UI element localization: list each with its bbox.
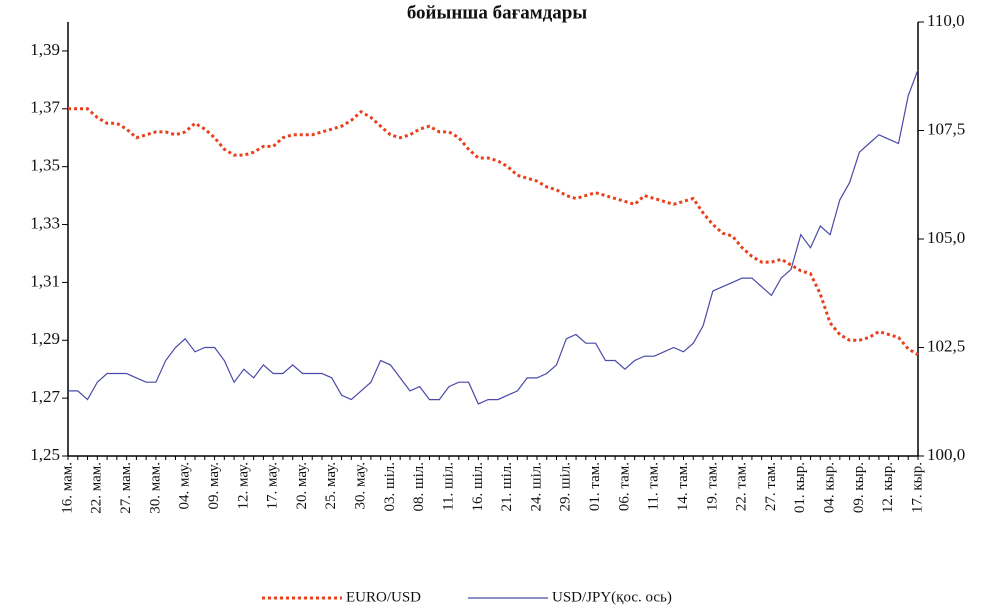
series-line	[68, 107, 919, 356]
x-tick-label: 20. мау.	[294, 462, 310, 510]
y-tick-label: 1,29	[30, 329, 60, 348]
x-tick-label: 16. мам.	[59, 462, 75, 514]
y-tick-label: 1,39	[30, 40, 60, 59]
x-tick-label: 30. мау.	[353, 462, 369, 510]
x-tick-label: 01. кыр.	[792, 462, 808, 513]
y-tick-label: 1,25	[30, 445, 60, 464]
y2-tick-label: 102,5	[927, 336, 965, 355]
x-tick-label: 17. мау.	[265, 462, 281, 510]
y2-tick-label: 105,0	[927, 228, 965, 247]
x-tick-label: 01. там.	[587, 462, 603, 511]
x-tick-label: 03. шіл.	[382, 462, 398, 511]
y2-tick-label: 110,0	[927, 11, 965, 30]
x-tick-label: 30. мам.	[147, 462, 163, 514]
legend-label: EURO/USD	[346, 589, 421, 605]
x-tick-label: 16. шіл.	[470, 462, 486, 511]
chart-title: бойынша бағамдары	[407, 2, 588, 23]
y2-tick-label: 107,5	[927, 119, 965, 138]
x-tick-label: 09. мау.	[206, 462, 222, 510]
x-tick-label: 27. мам.	[118, 462, 134, 514]
x-tick-label: 24. шіл.	[528, 462, 544, 511]
y-tick-label: 1,35	[30, 156, 60, 175]
y-tick-label: 1,33	[30, 213, 60, 232]
x-tick-label: 29. шіл.	[558, 462, 574, 511]
x-tick-label: 14. там.	[675, 462, 691, 511]
x-tick-label: 11. шіл.	[440, 462, 456, 511]
y-tick-label: 1,37	[30, 98, 60, 117]
x-tick-label: 21. шіл.	[499, 462, 515, 511]
x-tick-label: 08. шіл.	[411, 462, 427, 511]
y2-tick-label: 100,0	[927, 445, 965, 464]
x-tick-label: 27. там.	[763, 462, 779, 511]
x-tick-label: 22. там.	[734, 462, 750, 511]
x-tick-label: 09. кыр.	[851, 462, 867, 513]
x-tick-label: 04. мау.	[177, 462, 193, 510]
y-tick-label: 1,27	[30, 387, 60, 406]
x-tick-label: 04. кыр.	[822, 462, 838, 513]
y-tick-label: 1,31	[30, 271, 60, 290]
x-tick-label: 11. там.	[646, 462, 662, 511]
series-line	[68, 69, 919, 405]
x-tick-label: 17. кыр.	[909, 462, 925, 513]
x-tick-label: 25. мау.	[323, 462, 339, 510]
x-tick-label: 19. там.	[704, 462, 720, 511]
x-tick-label: 22. мам.	[89, 462, 105, 514]
x-tick-label: 12. мау.	[235, 462, 251, 510]
x-tick-label: 12. кыр.	[880, 462, 896, 513]
legend-label: USD/JPY(қос. ось)	[552, 589, 672, 605]
x-tick-label: 06. там.	[616, 462, 632, 511]
